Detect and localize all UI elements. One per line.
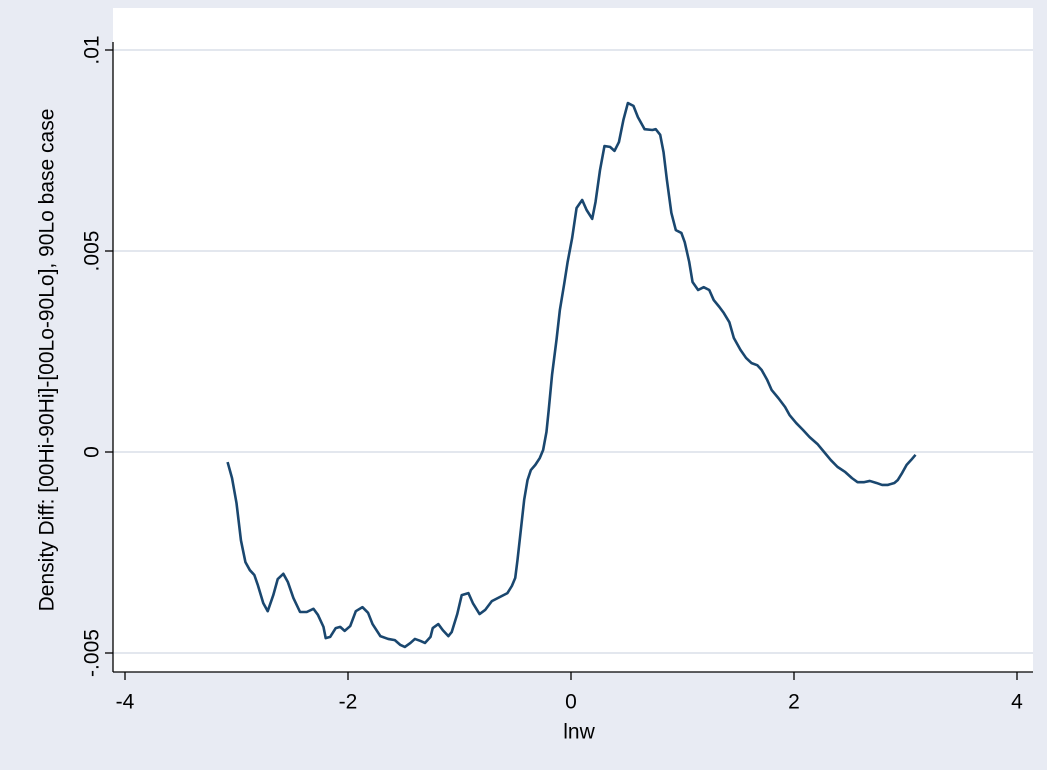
x-tick-label: -4 xyxy=(116,691,135,714)
x-axis-title: lnw xyxy=(563,721,595,744)
y-tick-label: 0 xyxy=(81,446,104,458)
plot-region xyxy=(113,8,1033,672)
data-line xyxy=(226,101,917,649)
y-tick-label: .01 xyxy=(81,35,104,64)
x-tick-label: 0 xyxy=(565,691,577,714)
y-axis-title: Density Diff: [00Hi-90Hi]-[00Lo-90Lo], 9… xyxy=(36,109,59,612)
x-tick-label: 2 xyxy=(788,691,800,714)
x-tick-label: 4 xyxy=(1011,691,1023,714)
y-tick-label: .005 xyxy=(81,231,104,272)
y-tick-label: -.005 xyxy=(81,629,104,677)
x-tick-label: -2 xyxy=(339,691,358,714)
